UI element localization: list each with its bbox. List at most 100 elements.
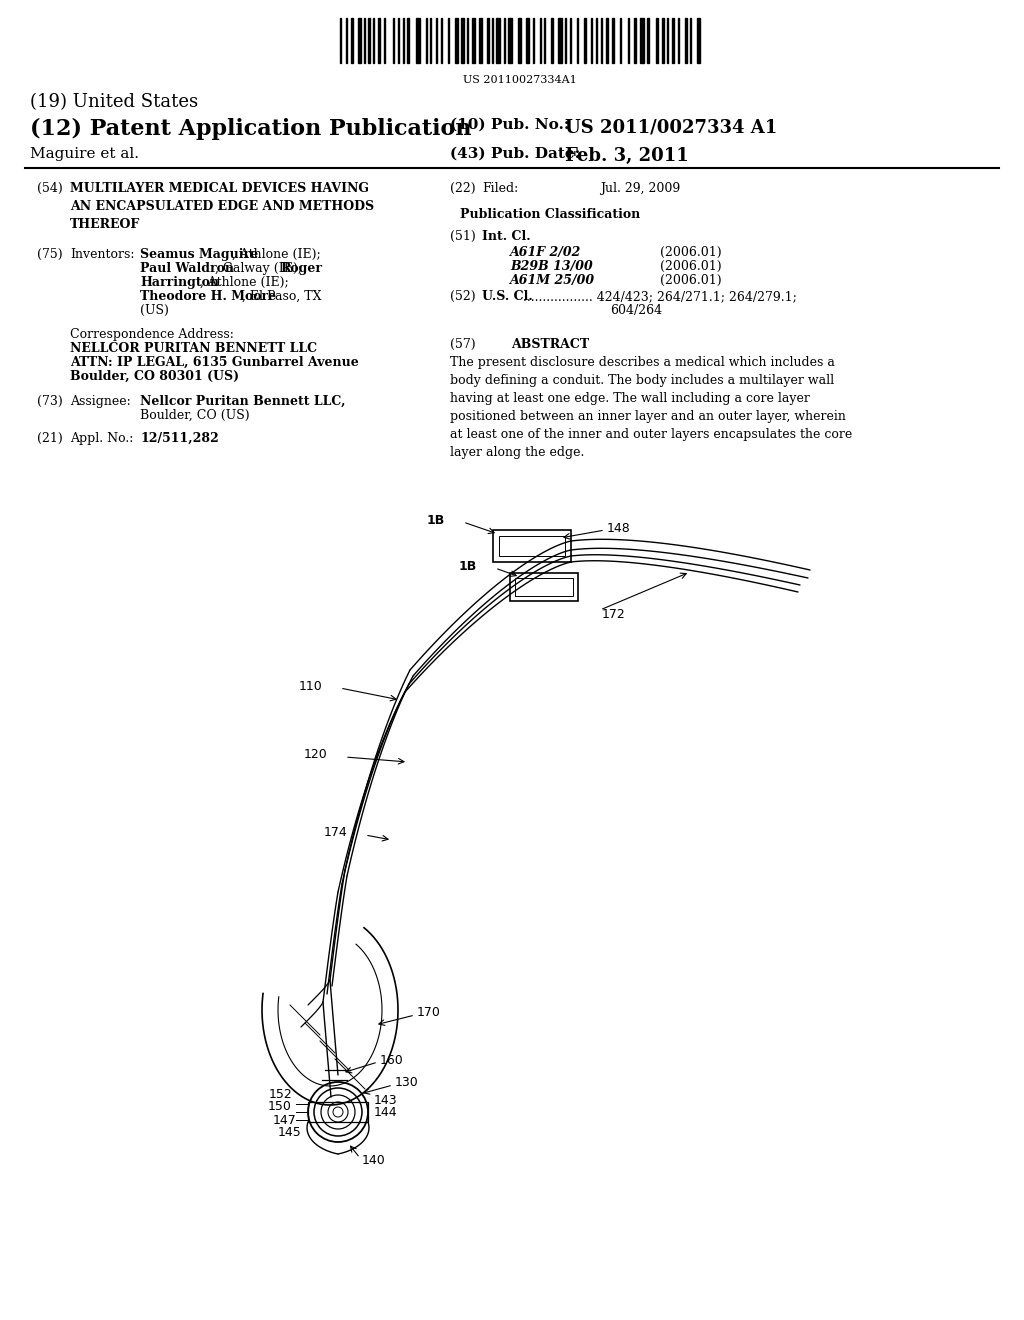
Bar	[662, 18, 664, 63]
Text: The present disclosure describes a medical which includes a
body defining a cond: The present disclosure describes a medic…	[450, 356, 852, 459]
Text: 140: 140	[362, 1154, 386, 1167]
Text: Feb. 3, 2011: Feb. 3, 2011	[565, 147, 689, 165]
Text: (43) Pub. Date:: (43) Pub. Date:	[450, 147, 581, 161]
Text: 144: 144	[374, 1106, 397, 1118]
Text: Nellcor Puritan Bennett LLC,: Nellcor Puritan Bennett LLC,	[140, 395, 345, 408]
Bar	[526, 18, 529, 63]
Bar	[606, 18, 608, 63]
Text: 12/511,282: 12/511,282	[140, 432, 219, 445]
Bar	[378, 18, 380, 63]
Text: Jul. 29, 2009: Jul. 29, 2009	[600, 182, 680, 195]
Text: (52): (52)	[450, 290, 475, 304]
Bar	[518, 18, 521, 63]
Bar	[612, 18, 614, 63]
Bar	[479, 18, 482, 63]
Text: B29B 13/00: B29B 13/00	[510, 260, 593, 273]
Bar	[584, 18, 586, 63]
Bar	[551, 18, 553, 63]
Text: (54): (54)	[37, 182, 62, 195]
Text: Seamus Maguire: Seamus Maguire	[140, 248, 258, 261]
Bar	[685, 18, 687, 63]
Text: Harrington: Harrington	[140, 276, 219, 289]
Text: , Galway (IE);: , Galway (IE);	[215, 261, 306, 275]
Bar	[634, 18, 636, 63]
Text: 1B: 1B	[427, 513, 445, 527]
Text: (2006.01): (2006.01)	[660, 275, 722, 286]
Text: , El Paso, TX: , El Paso, TX	[242, 290, 322, 304]
Bar	[308, 1102, 368, 1122]
Text: (US): (US)	[140, 304, 169, 317]
Bar	[493, 531, 571, 562]
Text: (51): (51)	[450, 230, 476, 243]
Text: 152: 152	[268, 1089, 292, 1101]
Text: (75): (75)	[37, 248, 62, 261]
Bar	[515, 578, 573, 597]
Bar	[647, 18, 649, 63]
Bar	[368, 18, 370, 63]
Text: 1B: 1B	[459, 560, 477, 573]
Text: 160: 160	[380, 1053, 403, 1067]
Text: U.S. Cl.: U.S. Cl.	[482, 290, 532, 304]
Text: MULTILAYER MEDICAL DEVICES HAVING
AN ENCAPSULATED EDGE AND METHODS
THEREOF: MULTILAYER MEDICAL DEVICES HAVING AN ENC…	[70, 182, 374, 231]
Text: Boulder, CO (US): Boulder, CO (US)	[140, 409, 250, 422]
Text: (2006.01): (2006.01)	[660, 260, 722, 273]
Text: NELLCOR PURITAN BENNETT LLC: NELLCOR PURITAN BENNETT LLC	[70, 342, 317, 355]
Text: A61M 25/00: A61M 25/00	[510, 275, 595, 286]
Text: 150: 150	[268, 1101, 292, 1114]
Text: (57): (57)	[450, 338, 475, 351]
Text: (2006.01): (2006.01)	[660, 246, 722, 259]
Text: Maguire et al.: Maguire et al.	[30, 147, 139, 161]
Text: Inventors:: Inventors:	[70, 248, 134, 261]
Text: A61F 2/02: A61F 2/02	[510, 246, 582, 259]
Text: (22): (22)	[450, 182, 475, 195]
Text: US 20110027334A1: US 20110027334A1	[463, 75, 577, 84]
Text: ATTN: IP LEGAL, 6135 Gunbarrel Avenue: ATTN: IP LEGAL, 6135 Gunbarrel Avenue	[70, 356, 358, 370]
Text: .................. 424/423; 264/271.1; 264/279.1;: .................. 424/423; 264/271.1; 2…	[523, 290, 797, 304]
Bar	[472, 18, 475, 63]
Text: 130: 130	[395, 1077, 419, 1089]
Bar	[672, 18, 674, 63]
Bar	[455, 18, 458, 63]
Text: ABSTRACT: ABSTRACT	[511, 338, 589, 351]
Text: 145: 145	[278, 1126, 301, 1139]
Text: 174: 174	[324, 826, 347, 840]
Text: US 2011/0027334 A1: US 2011/0027334 A1	[565, 117, 777, 136]
Bar	[407, 18, 409, 63]
Text: Publication Classification: Publication Classification	[460, 209, 640, 220]
Text: 604/264: 604/264	[610, 304, 663, 317]
Text: 147: 147	[272, 1114, 296, 1126]
Text: (12) Patent Application Publication: (12) Patent Application Publication	[30, 117, 471, 140]
Text: 120: 120	[303, 748, 327, 762]
Text: Appl. No.:: Appl. No.:	[70, 432, 133, 445]
Text: Roger: Roger	[280, 261, 322, 275]
Bar	[656, 18, 658, 63]
Bar	[508, 18, 512, 63]
Text: Boulder, CO 80301 (US): Boulder, CO 80301 (US)	[70, 370, 240, 383]
Text: 143: 143	[374, 1093, 397, 1106]
Bar	[416, 18, 420, 63]
Text: (73): (73)	[37, 395, 62, 408]
Bar	[496, 18, 500, 63]
Text: Int. Cl.: Int. Cl.	[482, 230, 530, 243]
Bar	[697, 18, 700, 63]
Bar	[351, 18, 353, 63]
Text: Assignee:: Assignee:	[70, 395, 131, 408]
Text: Correspondence Address:: Correspondence Address:	[70, 327, 233, 341]
Text: 148: 148	[607, 521, 631, 535]
Text: (10) Pub. No.:: (10) Pub. No.:	[450, 117, 569, 132]
Bar	[461, 18, 464, 63]
Text: 110: 110	[298, 680, 322, 693]
Text: 170: 170	[417, 1006, 441, 1019]
Text: Filed:: Filed:	[482, 182, 518, 195]
Bar	[510, 573, 578, 601]
Bar	[558, 18, 562, 63]
Text: 172: 172	[602, 607, 626, 620]
Bar	[640, 18, 644, 63]
Text: Theodore H. Moore: Theodore H. Moore	[140, 290, 276, 304]
Bar	[358, 18, 361, 63]
Bar	[499, 536, 565, 556]
Text: , Athlone (IE);: , Athlone (IE);	[232, 248, 321, 261]
Text: , Athlone (IE);: , Athlone (IE);	[200, 276, 289, 289]
Text: (19) United States: (19) United States	[30, 92, 198, 111]
Bar	[487, 18, 489, 63]
